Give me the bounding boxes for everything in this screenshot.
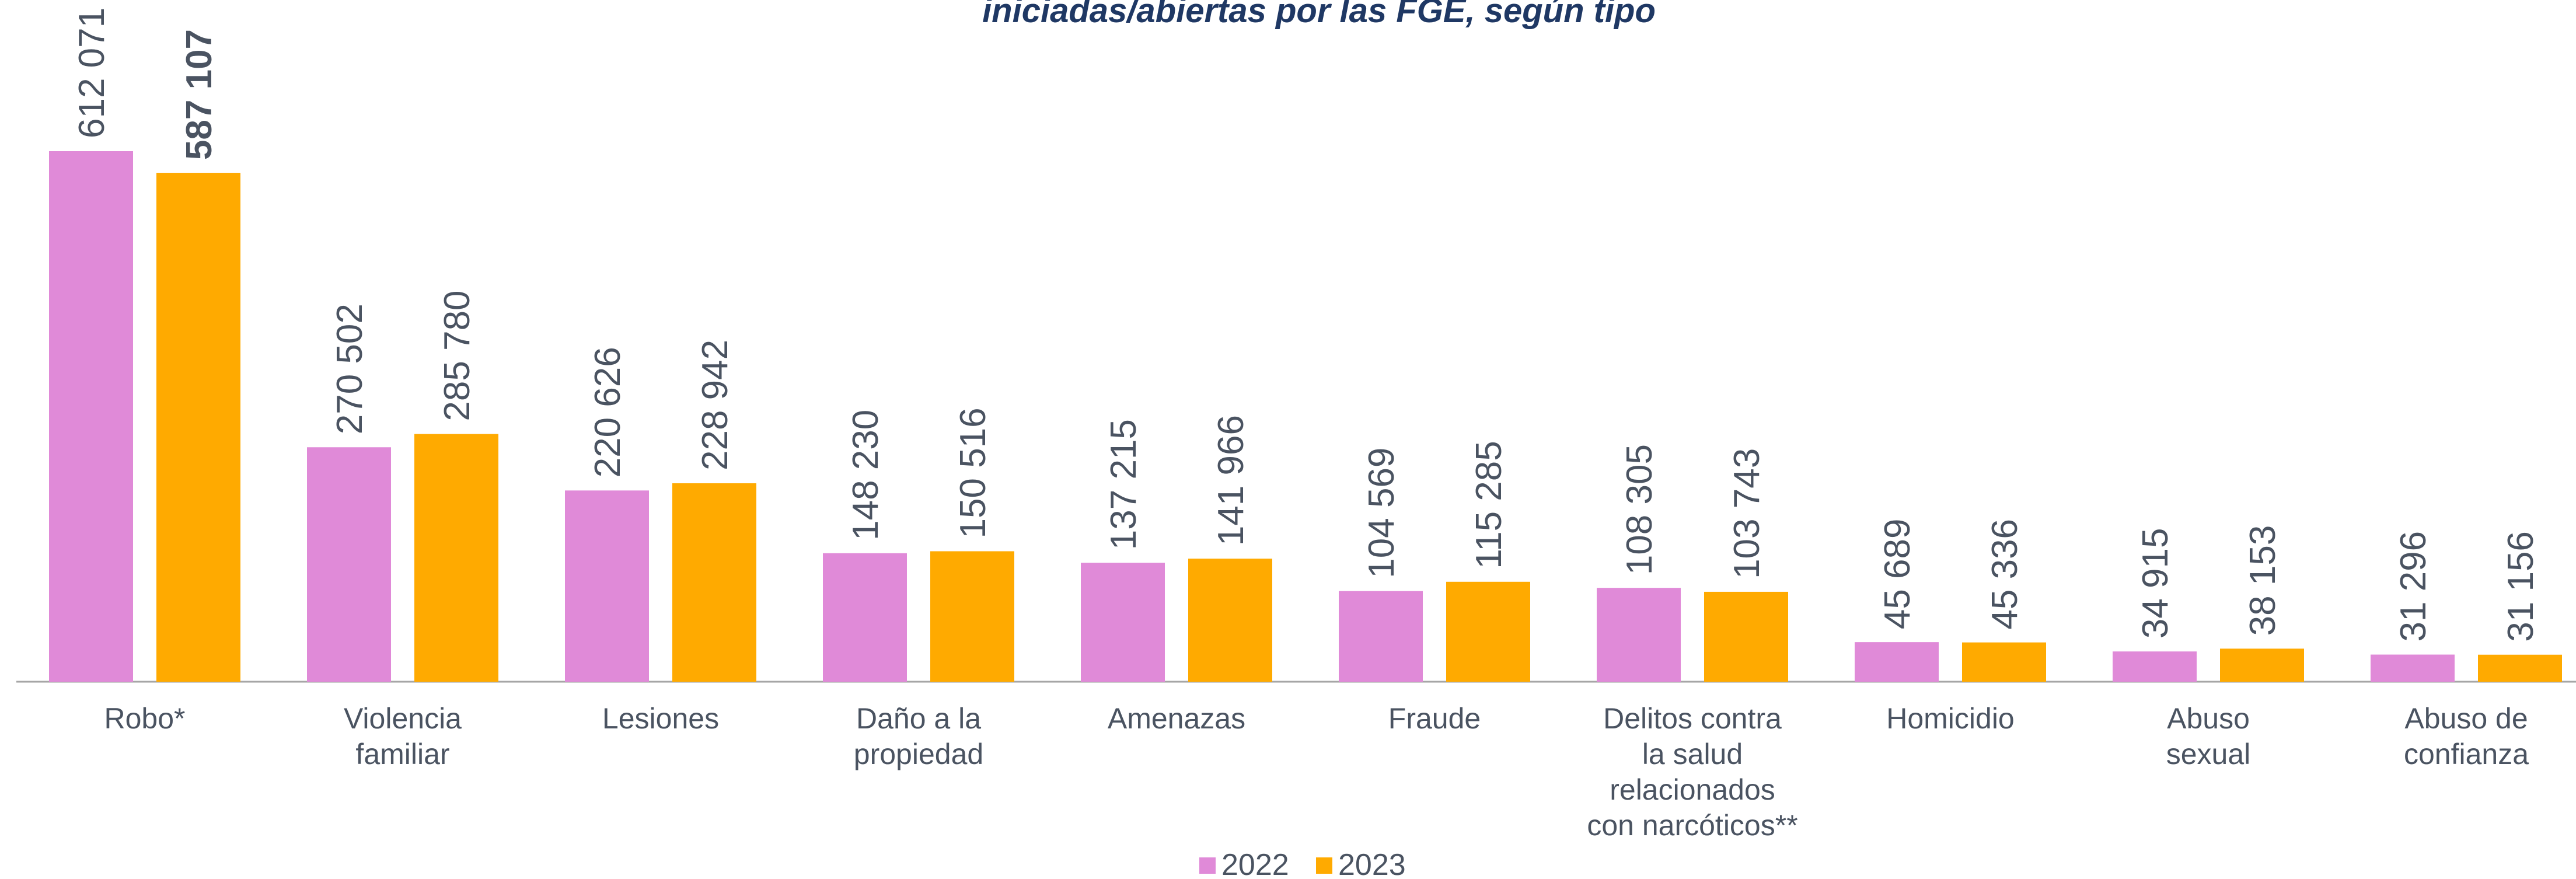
x-tick-label: Abuso: [2167, 702, 2250, 735]
value-label: 148 230: [846, 410, 886, 540]
x-tick-label: Violencia: [344, 702, 462, 735]
bar: [1962, 642, 2046, 682]
value-label: 108 305: [1619, 444, 1660, 575]
bar: [823, 553, 907, 682]
bar: [672, 483, 756, 682]
x-tick-label: familiar: [355, 738, 449, 770]
x-tick-label: con narcóticos**: [1587, 809, 1797, 842]
value-label: 31 156: [2501, 531, 2541, 642]
bar: [565, 490, 649, 682]
x-tick-label: Abuso de: [2404, 702, 2528, 735]
value-label: 270 502: [330, 304, 370, 434]
bar: [1446, 581, 1530, 682]
value-label: 612 071: [72, 8, 112, 138]
value-label: 228 942: [695, 340, 735, 470]
value-label: 34 915: [2135, 528, 2176, 639]
value-label: 141 966: [1211, 415, 1251, 546]
bar: [1081, 563, 1165, 682]
bar: [1188, 559, 1272, 682]
value-label: 115 285: [1469, 441, 1509, 569]
legend-swatch: [1316, 857, 1332, 874]
value-label: 45 689: [1877, 519, 1918, 630]
x-tick-label: la salud: [1642, 738, 1743, 770]
bar: [156, 173, 240, 682]
bar: [930, 551, 1014, 682]
bar: [1339, 591, 1423, 682]
value-label: 285 780: [437, 290, 477, 421]
bar: [1855, 642, 1939, 682]
bar: [2371, 654, 2455, 682]
x-tick-label: confianza: [2404, 738, 2529, 770]
value-label: 38 153: [2243, 525, 2283, 636]
value-label: 137 215: [1104, 419, 1144, 550]
x-tick-label: relacionados: [1610, 773, 1775, 806]
bar: [49, 151, 133, 682]
x-tick-label: Amenazas: [1108, 702, 1245, 735]
chart-title: iniciadas/abiertas por las FGE, según ti…: [982, 0, 1656, 30]
x-tick-label: propiedad: [854, 738, 983, 770]
bar: [414, 434, 498, 682]
bar: [2113, 651, 2197, 682]
legend-label: 2022: [1221, 848, 1289, 879]
bar: [1704, 591, 1788, 682]
value-label: 150 516: [953, 407, 993, 538]
legend-swatch: [1199, 857, 1216, 874]
x-tick-label: Homicidio: [1886, 702, 2015, 735]
bar: [2220, 648, 2304, 682]
x-tick-label: Lesiones: [602, 702, 719, 735]
x-tick-label: sexual: [2166, 738, 2251, 770]
value-label: 31 296: [2393, 531, 2434, 642]
legend-label: 2023: [1338, 848, 1406, 879]
bar: [2478, 654, 2562, 682]
value-label: 587 107: [179, 29, 219, 160]
bar: [1597, 588, 1681, 682]
bar: [307, 447, 391, 682]
x-tick-label: Robo*: [104, 702, 186, 735]
value-label: 220 626: [588, 347, 628, 477]
value-label: 45 336: [1985, 519, 2025, 630]
value-label: 103 743: [1727, 448, 1767, 579]
x-tick-label: Daño a la: [856, 702, 981, 735]
x-tick-label: Delitos contra: [1603, 702, 1782, 735]
x-tick-label: Fraude: [1388, 702, 1481, 735]
value-label: 104 569: [1362, 448, 1402, 578]
